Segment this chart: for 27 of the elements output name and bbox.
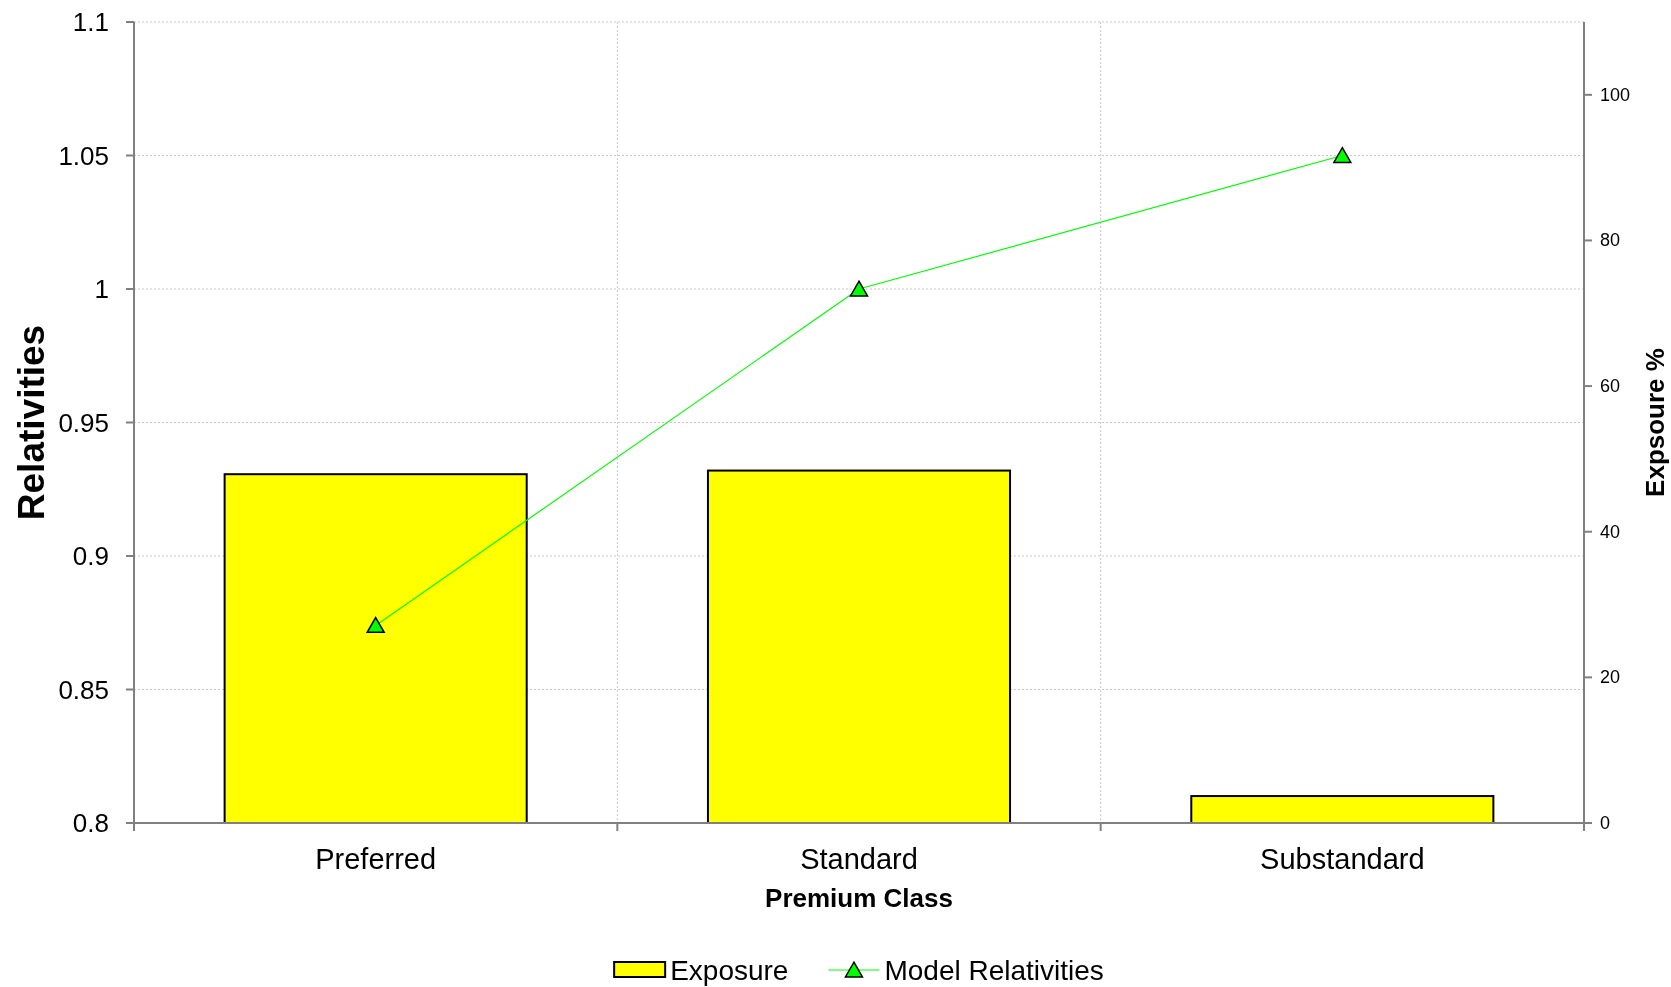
bar — [223, 473, 528, 824]
x-tick-label: Substandard — [1260, 843, 1425, 875]
y-tick-label: 0.9 — [72, 541, 109, 571]
y2-tick-label: 0 — [1600, 813, 1611, 833]
y2-tick-label: 60 — [1600, 376, 1621, 397]
bar — [706, 469, 1012, 824]
x-axis-title: Premium Class — [765, 883, 953, 913]
y-tick-label: 0.85 — [58, 674, 109, 705]
y-tick-label: 1.1 — [72, 7, 109, 37]
legend-label: Exposure — [670, 954, 789, 986]
y-tick-label: 0.8 — [72, 808, 109, 838]
y2-tick-label: 80 — [1600, 230, 1621, 251]
y2-tick-label: 100 — [1600, 84, 1631, 105]
y-tick-label: 0.95 — [58, 407, 109, 438]
y2-tick-label: 20 — [1600, 667, 1621, 688]
point — [366, 616, 385, 634]
x-tick-label: Standard — [800, 843, 918, 875]
y2-axis-title: Expsoure % — [1640, 348, 1670, 497]
x-tick-label: Preferred — [315, 843, 437, 875]
y-axis-title: Relativities — [10, 324, 52, 521]
y-tick-label: 1 — [94, 274, 109, 304]
bar — [1190, 795, 1495, 824]
point — [849, 280, 869, 297]
y-tick-label: 1.05 — [58, 140, 109, 171]
point — [1333, 146, 1352, 164]
y2-tick-label: 40 — [1600, 521, 1621, 542]
legend-label: Model Relativities — [884, 954, 1104, 986]
